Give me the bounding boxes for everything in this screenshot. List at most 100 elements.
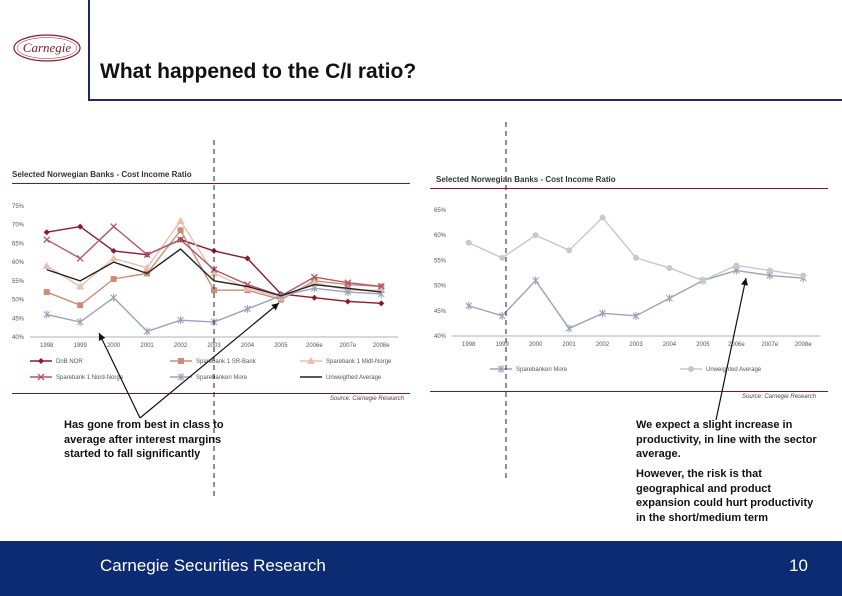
left-chart-x-tick-label: 2001 <box>140 343 154 349</box>
right-chart-series-0 <box>465 266 807 333</box>
right-chart-data-point <box>465 301 473 310</box>
right-chart-legend-item: Sparebanken More <box>490 365 568 373</box>
left-chart-data-point <box>310 278 319 286</box>
right-chart-data-point <box>766 267 773 274</box>
right-chart-y-tick-label: 55% <box>434 258 447 264</box>
left-chart-legend-label: Sparebanken More <box>196 375 248 381</box>
left-chart-source: Source: Carnegie Research <box>330 396 405 402</box>
left-chart-legend-label: Unweigthed Average <box>326 375 382 381</box>
left-chart-legend-label: Sparebank 1 Nord-Norge <box>56 375 124 381</box>
left-chart-x-tick-label: 1998 <box>40 343 54 349</box>
left-chart-data-point <box>176 216 185 224</box>
right-chart-source: Source: Carnegie Research <box>742 394 817 400</box>
right-chart-data-point <box>800 272 807 279</box>
header-horizontal-rule <box>88 99 842 101</box>
left-chart-data-point <box>344 288 352 297</box>
right-chart-x-tick-label: 1999 <box>496 342 510 348</box>
left-chart-x-tick-label: 2000 <box>107 343 121 349</box>
left-chart-x-tick-label: 2008e <box>373 343 390 349</box>
right-chart-legend-marker <box>688 366 694 372</box>
left-chart-data-point <box>211 287 217 294</box>
left-chart-legend-item: Unweigthed Average <box>300 375 382 381</box>
left-chart-legend-label: Sparebank 1 SR-Bank <box>196 359 257 365</box>
left-chart-x-tick-label: 2003 <box>207 343 221 349</box>
slide-title: What happened to the C/I ratio? <box>100 60 417 83</box>
left-chart-data-point <box>378 300 385 307</box>
right-chart-data-point <box>498 311 506 320</box>
arrow-left-2 <box>139 302 280 419</box>
left-chart-legend-marker <box>307 357 315 364</box>
left-chart-y-tick-label: 70% <box>12 223 25 229</box>
left-chart-y-tick-label: 55% <box>12 279 25 285</box>
right-chart-data-point <box>566 247 573 254</box>
left-chart-data-point <box>76 282 85 290</box>
left-chart-data-point <box>43 236 51 244</box>
right-chart-x-tick-label: 1998 <box>462 342 476 348</box>
note-right-1: We expect a slight increase in productiv… <box>636 419 817 460</box>
left-chart-y-tick-label: 45% <box>12 316 25 322</box>
left-chart-data-point <box>143 327 151 336</box>
left-chart-legend-item: Sparebank 1 Nord-Norge <box>30 373 124 381</box>
left-chart-legend-marker <box>37 373 45 381</box>
left-chart-data-point <box>43 289 50 296</box>
right-chart-y-tick-label: 40% <box>434 334 447 340</box>
left-chart-data-point <box>43 310 51 319</box>
note-right-2: However, the risk is that geographical a… <box>636 468 814 524</box>
left-chart-legend-label: Sparebank 1 Midt-Norge <box>326 359 392 365</box>
left-chart-legend-item: Sparebank 1 Midt-Norge <box>300 357 392 365</box>
right-chart-data-point <box>532 232 539 239</box>
right-chart-title-rule <box>430 188 828 189</box>
left-chart-data-point <box>110 275 117 282</box>
right-chart-data-point <box>599 309 606 318</box>
footer-bar <box>0 541 842 596</box>
left-chart-data-point <box>42 261 51 269</box>
left-chart-data-point <box>177 236 185 244</box>
left-chart-data-point <box>143 263 152 271</box>
left-chart-data-point <box>177 227 184 234</box>
right-chart-data-point <box>666 264 673 271</box>
right-chart-data-point <box>699 277 706 284</box>
right-chart-title: Selected Norwegian Banks - Cost Income R… <box>436 175 616 184</box>
left-chart-data-point <box>77 223 84 230</box>
left-chart-y-tick-label: 40% <box>12 335 25 341</box>
left-chart-data-point <box>244 255 251 262</box>
left-chart-data-point <box>76 318 84 327</box>
left-chart-data-point <box>110 223 118 231</box>
left-chart-data-point <box>210 269 218 277</box>
right-chart-data-point <box>499 254 506 261</box>
left-chart-x-tick-label: 1999 <box>74 343 88 349</box>
left-chart-x-tick-label: 2004 <box>241 343 255 349</box>
right-chart-data-point <box>733 262 740 269</box>
left-chart-legend-item: DnB NOR <box>30 358 83 365</box>
left-chart-x-tick-label: 2007e <box>339 343 356 349</box>
right-chart-legend-marker <box>497 365 505 373</box>
left-chart-data-point <box>76 254 84 262</box>
right-chart-series-1 <box>465 214 807 284</box>
right-chart-legend-item: Unweighted Average <box>680 366 762 373</box>
page-number: 10 <box>789 556 808 575</box>
left-chart-series-5 <box>46 248 382 297</box>
left-chart-data-point <box>310 284 318 293</box>
left-chart-x-tick-label: 2002 <box>174 343 188 349</box>
left-chart-title: Selected Norwegian Banks - Cost Income R… <box>12 170 192 179</box>
left-chart-legend-marker <box>177 373 185 381</box>
left-chart-y-tick-label: 75% <box>12 204 25 210</box>
left-chart-data-point <box>110 247 117 254</box>
left-chart-y-tick-label: 65% <box>12 241 25 247</box>
left-chart-data-point <box>77 302 84 309</box>
left-chart-data-point <box>344 279 352 287</box>
right-chart-x-tick-label: 2002 <box>596 342 610 348</box>
right-chart-y-tick-label: 45% <box>434 309 447 315</box>
arrow-right <box>715 277 749 421</box>
right-chart-data-point <box>465 239 472 246</box>
header-vertical-rule <box>88 0 90 100</box>
left-chart-data-point <box>109 254 118 262</box>
left-chart-title-rule <box>12 183 410 184</box>
arrow-left-1 <box>98 332 141 419</box>
right-chart-y-tick-label: 65% <box>434 208 447 214</box>
left-chart-legend-marker <box>38 358 44 364</box>
left-chart-data-point <box>243 284 252 292</box>
left-chart-data-point <box>344 281 351 288</box>
